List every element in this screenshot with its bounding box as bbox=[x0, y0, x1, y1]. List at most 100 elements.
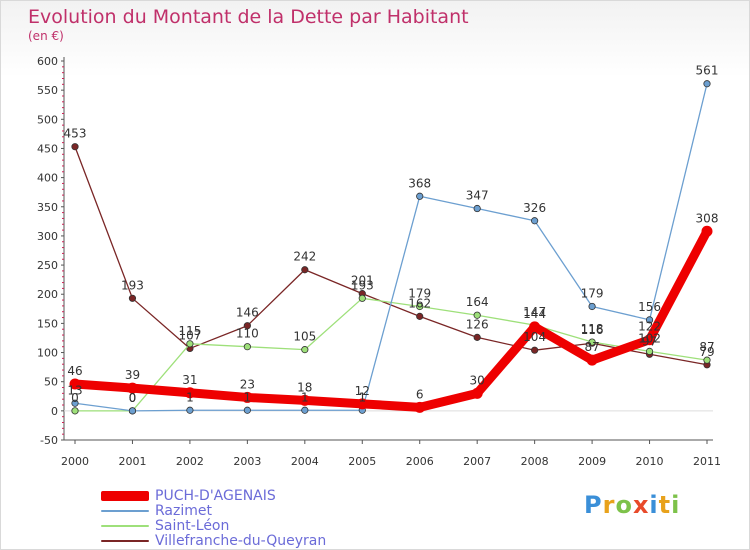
data-label-puch-d-agenais: 18 bbox=[297, 380, 312, 394]
legend-item-villefranche: Villefranche-du-Queyran bbox=[101, 533, 326, 549]
logo-letter: o bbox=[615, 491, 633, 519]
y-tick-label: 250 bbox=[37, 259, 58, 272]
data-point-saint-l-on bbox=[186, 340, 194, 348]
data-label-puch-d-agenais: 122 bbox=[638, 320, 661, 334]
data-label-razimet: 347 bbox=[466, 189, 489, 203]
data-label-puch-d-agenais: 39 bbox=[125, 368, 140, 382]
data-point-razimet bbox=[128, 407, 137, 415]
data-label-villefranche-du-queyran: 79 bbox=[699, 345, 714, 359]
series-line-villefranche-du-queyran bbox=[74, 146, 708, 366]
data-label-puch-d-agenais: 23 bbox=[240, 377, 255, 391]
data-label-puch-d-agenais: 31 bbox=[182, 373, 197, 387]
data-point-puch-d-agenais bbox=[529, 321, 541, 333]
data-point-villefranche-du-queyran bbox=[301, 266, 309, 274]
data-point-puch-d-agenais bbox=[241, 391, 253, 403]
data-point-villefranche-du-queyran bbox=[71, 143, 79, 151]
logo-letter: i bbox=[649, 491, 659, 519]
data-point-saint-l-on bbox=[358, 294, 366, 302]
data-point-razimet bbox=[645, 316, 654, 324]
data-label-razimet: 1 bbox=[358, 390, 366, 404]
data-point-puch-d-agenais bbox=[701, 225, 713, 237]
data-point-villefranche-du-queyran bbox=[128, 294, 137, 302]
data-label-puch-d-agenais: 30 bbox=[470, 373, 485, 387]
data-label-saint-l-on: 164 bbox=[466, 295, 489, 309]
data-label-razimet: 0 bbox=[129, 391, 137, 405]
y-tick-label: -50 bbox=[40, 434, 58, 447]
chart-subtitle: (en €) bbox=[28, 29, 64, 43]
legend-item-puch: PUCH-D'AGENAIS bbox=[101, 488, 276, 504]
data-point-puch-d-agenais bbox=[414, 401, 426, 413]
legend-swatch-saint-leon bbox=[101, 525, 149, 527]
data-label-razimet: 1 bbox=[301, 390, 309, 404]
y-tick-label: 450 bbox=[37, 142, 58, 155]
y-tick-label: 50 bbox=[44, 376, 58, 389]
data-point-puch-d-agenais bbox=[299, 394, 311, 406]
data-label-puch-d-agenais: 308 bbox=[696, 211, 719, 225]
y-tick-label: 400 bbox=[37, 172, 58, 185]
data-label-razimet: 561 bbox=[696, 64, 719, 78]
data-label-villefranche-du-queyran: 162 bbox=[408, 296, 431, 310]
data-point-puch-d-agenais bbox=[586, 354, 598, 366]
x-tick-label: 2004 bbox=[291, 455, 319, 468]
data-point-villefranche-du-queyran bbox=[473, 333, 481, 341]
data-label-saint-l-on: 118 bbox=[581, 322, 604, 336]
y-tick-label: 350 bbox=[37, 201, 58, 214]
y-tick-label: 500 bbox=[37, 113, 58, 126]
data-label-saint-l-on: 179 bbox=[408, 286, 431, 300]
data-point-puch-d-agenais bbox=[471, 387, 483, 399]
data-label-saint-l-on: 102 bbox=[638, 331, 661, 345]
series-line-puch-d-agenais bbox=[70, 226, 712, 412]
data-point-villefranche-du-queyran bbox=[416, 312, 424, 320]
data-point-razimet bbox=[473, 204, 481, 213]
data-point-saint-l-on bbox=[473, 311, 481, 319]
data-point-razimet bbox=[186, 406, 194, 414]
data-label-saint-l-on: 0 bbox=[129, 391, 137, 405]
logo-letter: t bbox=[658, 491, 672, 519]
data-label-villefranche-du-queyran: 453 bbox=[64, 127, 87, 141]
data-point-puch-d-agenais bbox=[184, 387, 196, 399]
x-tick-label: 2009 bbox=[578, 455, 606, 468]
data-label-razimet: 13 bbox=[67, 383, 82, 397]
x-tick-label: 2003 bbox=[233, 455, 261, 468]
data-label-villefranche-du-queyran: 116 bbox=[581, 323, 604, 337]
data-point-saint-l-on bbox=[243, 343, 251, 351]
data-label-villefranche-du-queyran: 97 bbox=[642, 334, 657, 348]
x-tick-label: 2008 bbox=[521, 455, 549, 468]
y-tick-label: 600 bbox=[37, 55, 58, 68]
data-label-razimet: 179 bbox=[581, 286, 604, 300]
data-label-saint-l-on: 147 bbox=[523, 305, 546, 319]
data-label-saint-l-on: 0 bbox=[71, 391, 79, 405]
data-label-razimet: 1 bbox=[186, 390, 194, 404]
data-label-saint-l-on: 193 bbox=[351, 278, 374, 292]
data-point-razimet bbox=[416, 192, 424, 200]
data-label-saint-l-on: 110 bbox=[236, 327, 259, 341]
data-point-puch-d-agenais bbox=[69, 378, 81, 390]
data-point-villefranche-du-queyran bbox=[243, 322, 251, 330]
x-tick-label: 2006 bbox=[406, 455, 434, 468]
logo-letter: r bbox=[602, 491, 616, 519]
data-label-puch-d-agenais: 46 bbox=[67, 364, 82, 378]
x-tick-label: 2007 bbox=[463, 455, 491, 468]
data-point-razimet bbox=[71, 399, 79, 407]
x-tick-label: 2005 bbox=[348, 455, 376, 468]
proxiti-logo: Proxiti bbox=[584, 491, 680, 519]
data-label-saint-l-on: 105 bbox=[293, 330, 316, 344]
x-tick-label: 2001 bbox=[118, 455, 146, 468]
data-label-razimet: 156 bbox=[638, 300, 661, 314]
y-tick-label: 550 bbox=[37, 84, 58, 97]
x-tick-label: 2011 bbox=[693, 455, 721, 468]
y-tick-label: 150 bbox=[37, 317, 58, 330]
data-label-puch-d-agenais: 87 bbox=[584, 340, 599, 354]
data-point-razimet bbox=[588, 302, 596, 311]
data-label-razimet: 368 bbox=[408, 176, 431, 190]
data-label-saint-l-on: 115 bbox=[178, 324, 201, 338]
data-point-saint-l-on bbox=[703, 356, 711, 364]
data-point-puch-d-agenais bbox=[356, 398, 368, 410]
data-label-villefranche-du-queyran: 146 bbox=[236, 306, 259, 320]
data-label-razimet: 326 bbox=[523, 201, 546, 215]
data-label-villefranche-du-queyran: 201 bbox=[351, 274, 374, 288]
data-point-saint-l-on bbox=[301, 346, 309, 354]
data-point-puch-d-agenais bbox=[126, 382, 138, 394]
